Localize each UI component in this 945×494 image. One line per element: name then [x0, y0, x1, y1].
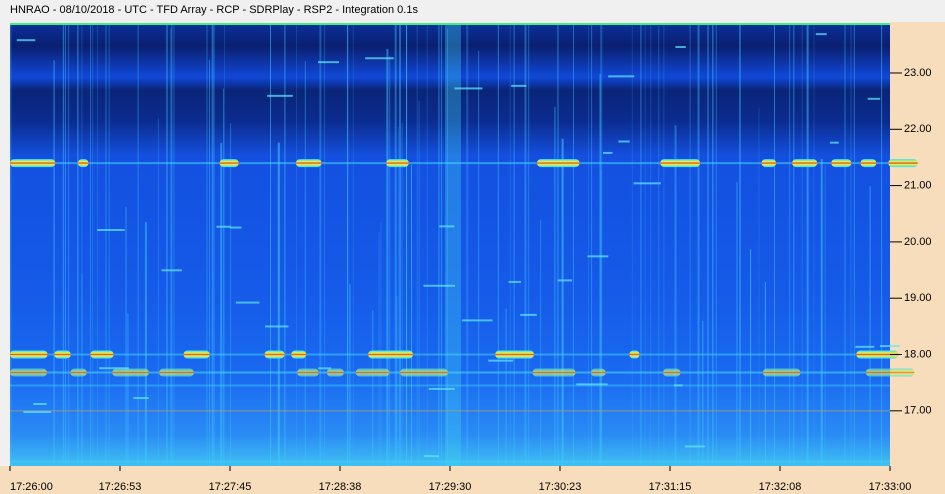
spur — [815, 33, 827, 36]
spur — [684, 445, 706, 448]
emission-blob — [792, 159, 818, 168]
plot-background — [10, 24, 890, 466]
spur — [33, 402, 47, 405]
emission-blob — [888, 159, 918, 168]
emission-blob — [159, 368, 194, 377]
spur — [428, 387, 455, 390]
emission-blob — [532, 368, 576, 377]
emission-blob — [831, 159, 852, 168]
spur — [829, 141, 839, 144]
spur — [97, 229, 125, 232]
spur — [855, 345, 875, 348]
emission-blob — [291, 350, 307, 359]
x-tick-label: 17:26:00 — [10, 481, 53, 493]
emission-blob — [219, 159, 239, 168]
x-tick-label: 17:28:38 — [319, 481, 362, 493]
spur — [603, 151, 613, 154]
spur — [461, 319, 493, 322]
emission-blob — [295, 159, 322, 168]
spur — [16, 39, 36, 42]
y-tick-label: 23.00 — [904, 67, 932, 79]
emission-blob — [112, 368, 149, 377]
emission-blob — [77, 159, 89, 168]
emission-blob — [856, 350, 899, 359]
x-tick-label: 17:29:30 — [429, 481, 472, 493]
spur — [423, 284, 456, 287]
spur — [235, 301, 260, 304]
spur — [216, 225, 231, 228]
emission-blob — [761, 159, 777, 168]
y-tick-label: 22.00 — [904, 123, 932, 135]
spur — [488, 359, 514, 362]
emission-blob — [183, 350, 210, 359]
emission-blob — [70, 368, 87, 377]
spur — [23, 411, 52, 414]
spur — [520, 313, 537, 316]
spur — [317, 61, 340, 64]
spur — [99, 367, 129, 370]
emission-blob — [865, 368, 915, 377]
emission-blob — [297, 368, 319, 377]
spur — [439, 225, 455, 228]
x-tick-label: 17:32:08 — [759, 481, 802, 493]
spur — [508, 280, 522, 283]
y-tick-label: 21.00 — [904, 180, 932, 192]
x-tick-label: 17:30:23 — [539, 481, 582, 493]
spur — [267, 94, 293, 97]
x-tick-label: 17:31:15 — [649, 481, 692, 493]
spur — [618, 140, 630, 143]
spur — [675, 46, 686, 49]
spur — [557, 279, 573, 282]
emission-blob — [326, 368, 344, 377]
y-tick-label: 18.00 — [904, 348, 932, 360]
emission-blob — [264, 350, 285, 359]
spur — [587, 255, 609, 258]
spur — [229, 226, 242, 229]
spur — [365, 57, 394, 60]
spur — [867, 97, 881, 100]
x-tick-label: 17:26:53 — [99, 481, 142, 493]
emission-blob — [536, 159, 580, 168]
emission-blob — [10, 368, 48, 377]
emission-blob — [591, 368, 606, 377]
spur — [511, 84, 527, 87]
spur — [161, 269, 182, 272]
emission-blob — [10, 159, 56, 168]
emission-blob — [495, 350, 534, 359]
x-axis-panel — [0, 466, 945, 494]
chart-title: HNRAO - 08/10/2018 - UTC - TFD Array - R… — [10, 4, 418, 16]
spur — [879, 345, 900, 348]
x-tick-label: 17:27:45 — [209, 481, 252, 493]
emission-blob — [629, 350, 640, 359]
emission-blob — [90, 350, 114, 359]
wideband-noise — [445, 24, 461, 466]
spur — [265, 325, 289, 328]
y-tick-label: 20.00 — [904, 236, 932, 248]
plot-area — [10, 24, 918, 466]
spur — [133, 397, 149, 400]
emission-blob — [400, 368, 448, 377]
spur — [673, 384, 683, 387]
spur — [318, 367, 332, 370]
emission-blob — [355, 368, 390, 377]
emission-blob — [10, 350, 48, 359]
emission-blob — [54, 350, 71, 359]
emission-blob — [386, 159, 409, 168]
spur — [454, 87, 483, 90]
y-tick-label: 17.00 — [904, 405, 932, 417]
x-tick-label: 17:33:00 — [869, 481, 912, 493]
y-axis-panel — [890, 22, 945, 494]
spur — [608, 75, 635, 78]
emission-blob — [368, 350, 414, 359]
spur — [576, 383, 608, 386]
spur — [633, 182, 661, 185]
emission-blob — [660, 159, 701, 168]
emission-blob — [663, 368, 681, 377]
emission-blob — [860, 159, 877, 168]
y-tick-label: 19.00 — [904, 292, 932, 304]
spur — [423, 455, 440, 458]
emission-blob — [762, 368, 801, 377]
